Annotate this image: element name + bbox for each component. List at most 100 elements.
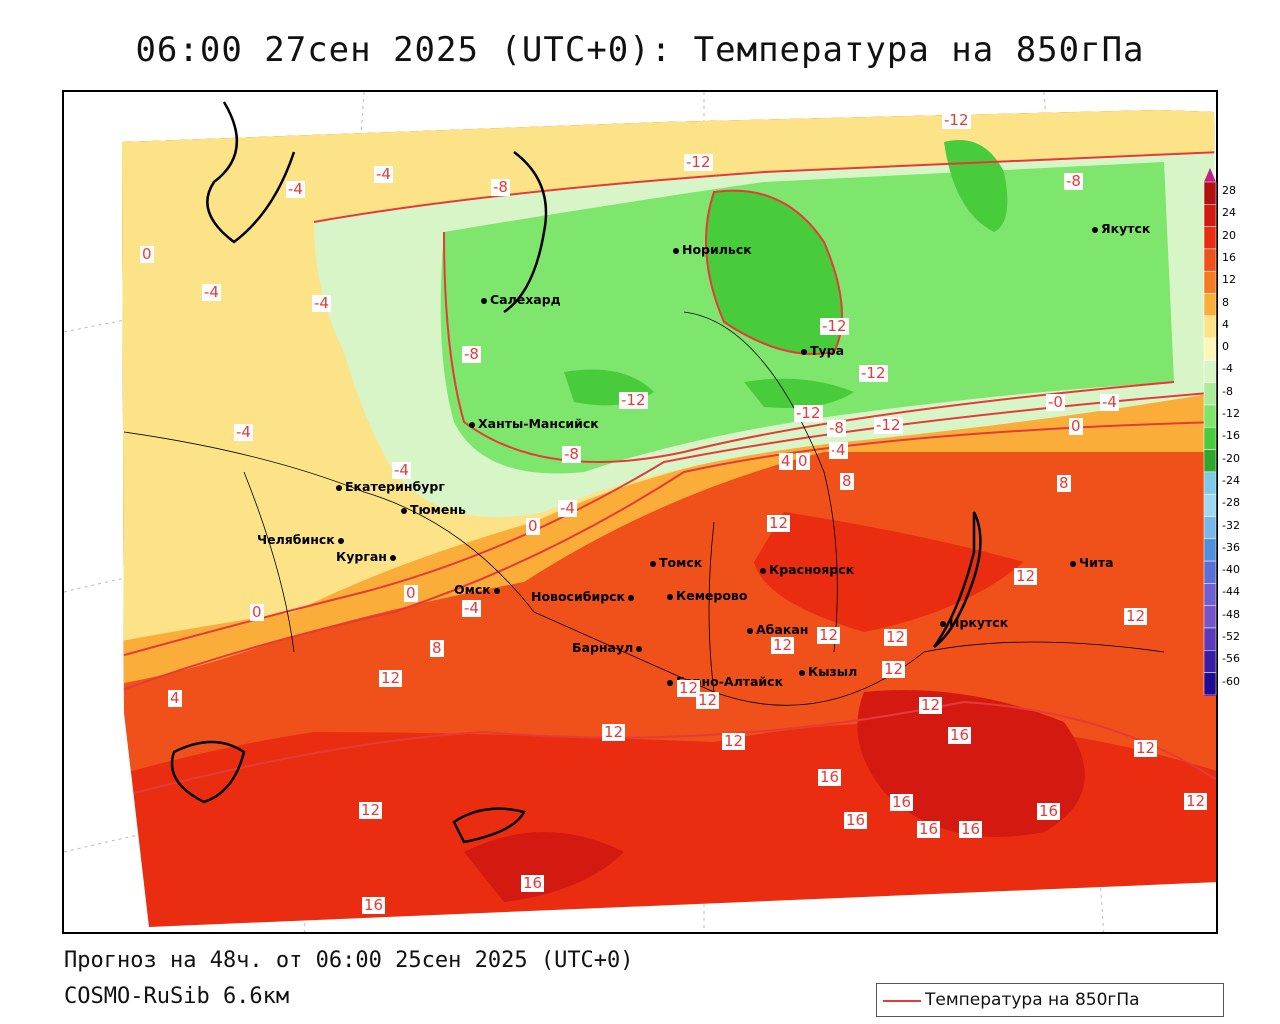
isoline-label: 12: [359, 802, 382, 819]
isoline-label: 16: [948, 727, 971, 744]
colorbar-tick-label: -16: [1222, 429, 1240, 442]
isoline-label: 12: [1124, 608, 1147, 625]
colorbar-tick-label: -4: [1222, 362, 1233, 375]
isoline-label: 16: [362, 897, 385, 914]
city-norilsk: Норильск: [673, 242, 752, 257]
colorbar-swatch: [1204, 628, 1216, 650]
city-irkutsk: Иркутск: [940, 615, 1008, 630]
city-yekaterinburg: Екатеринбург: [336, 479, 445, 494]
colorbar-swatch: [1204, 673, 1216, 695]
city-tomsk: Томск: [650, 555, 702, 570]
isoline-label: 16: [521, 875, 544, 892]
city-kyzyl: Кызыл: [799, 664, 857, 679]
colorbar-tick-label: -52: [1222, 630, 1240, 643]
isoline-label: 12: [817, 627, 840, 644]
colorbar-tick-label: -44: [1222, 585, 1240, 598]
isoline-label: 16: [917, 821, 940, 838]
legend-line: [883, 1000, 921, 1002]
colorbar-swatch: [1204, 383, 1216, 405]
city-tura: Тура: [801, 343, 844, 358]
city-yakutsk: Якутск: [1092, 221, 1150, 236]
colorbar-swatch: [1204, 606, 1216, 628]
isoline-label: 0: [796, 453, 810, 470]
colorbar-swatch: [1204, 360, 1216, 382]
isoline-label: -8: [1064, 173, 1083, 190]
isoline-label: 0: [250, 604, 264, 621]
isoline-label: 12: [771, 637, 794, 654]
colorbar-swatch: [1204, 472, 1216, 494]
isoline-label: 12: [1014, 568, 1037, 585]
city-kemerovo: Кемерово: [667, 588, 747, 603]
colorbar-tick-label: -36: [1222, 541, 1240, 554]
colorbar-tick-label: 24: [1222, 206, 1236, 219]
city-khanty-mansiysk: Ханты-Мансийск: [469, 416, 599, 431]
colorbar-tick-label: -60: [1222, 675, 1240, 688]
city-omsk: Омск: [454, 582, 503, 597]
isoline-label: 12: [882, 661, 905, 678]
isoline-label: -12: [684, 154, 713, 171]
colorbar-tick-label: -32: [1222, 519, 1240, 532]
isoline-label: 16: [959, 821, 982, 838]
isoline-label: -12: [874, 417, 903, 434]
colorbar-swatch: [1204, 271, 1216, 293]
colorbar-tick-label: -56: [1222, 652, 1240, 665]
colorbar-tick-label: -20: [1222, 452, 1240, 465]
isoline-label: -8: [562, 446, 581, 463]
colorbar-swatch: [1204, 561, 1216, 583]
isoline-label: -4: [202, 284, 221, 301]
isoline-label: -4: [286, 181, 305, 198]
isoline-label: -4: [312, 295, 331, 312]
colorbar-swatch: [1204, 517, 1216, 539]
isoline-label: 12: [696, 692, 719, 709]
isoline-label: 0: [140, 246, 154, 263]
colorbar-swatch: [1204, 450, 1216, 472]
isoline-label: 8: [1057, 475, 1071, 492]
isoline-label: 12: [379, 670, 402, 687]
isoline-label: 0: [404, 585, 418, 602]
chart-title: 06:00 27сен 2025 (UTC+0): Температура на…: [0, 30, 1280, 70]
city-tyumen: Тюмень: [401, 502, 466, 517]
city-novosibirsk: Новосибирск: [531, 589, 637, 604]
colorbar-swatches: [1200, 168, 1220, 696]
colorbar-top-arrow: [1204, 168, 1216, 182]
isoline-label: -4: [462, 600, 481, 617]
isoline-label: 12: [767, 515, 790, 532]
colorbar-swatch: [1204, 650, 1216, 672]
isoline-label: -12: [794, 405, 823, 422]
isoline-label: 16: [1037, 803, 1060, 820]
isoline-label: 16: [890, 794, 913, 811]
colorbar-swatch: [1204, 204, 1216, 226]
colorbar-tick-label: -24: [1222, 474, 1240, 487]
isoline-label: 4: [779, 453, 793, 470]
colorbar-swatch: [1204, 338, 1216, 360]
colorbar-swatch: [1204, 427, 1216, 449]
colorbar-swatch: [1204, 182, 1216, 204]
isoline-label: -8: [491, 179, 510, 196]
isoline-label: -12: [619, 392, 648, 409]
isoline-label: 8: [430, 640, 444, 657]
colorbar-swatch: [1204, 227, 1216, 249]
city-barnaul: Барнаул: [572, 640, 645, 655]
isoline-label: 4: [834, 442, 848, 459]
isoline-label: -8: [462, 346, 481, 363]
colorbar-tick-label: 12: [1222, 273, 1236, 286]
isoline-label: -4: [1100, 394, 1119, 411]
colorbar-tick-label: 16: [1222, 251, 1236, 264]
isoline-label: 12: [602, 724, 625, 741]
isoline-label: 12: [1184, 793, 1207, 810]
colorbar-tick-label: -28: [1222, 496, 1240, 509]
colorbar-tick-label: -48: [1222, 608, 1240, 621]
colorbar-swatch: [1204, 494, 1216, 516]
isoline-label: 4: [168, 690, 182, 707]
legend-label: Температура на 850гПа: [925, 990, 1140, 1010]
isoline-label: 0: [1069, 418, 1083, 435]
isoline-label: 12: [919, 697, 942, 714]
colorbar-tick-label: -40: [1222, 563, 1240, 576]
temperature-map: Норильск Якутск Салехард Тура Ханты-Манс…: [62, 90, 1218, 934]
colorbar-swatch: [1204, 539, 1216, 561]
isoline-label: 8: [840, 473, 854, 490]
isoline-label: -4: [374, 166, 393, 183]
city-krasnoyarsk: Красноярск: [760, 562, 854, 577]
isoline-label: -8: [827, 420, 846, 437]
model-info: COSMO-RuSib 6.6км: [64, 984, 289, 1009]
